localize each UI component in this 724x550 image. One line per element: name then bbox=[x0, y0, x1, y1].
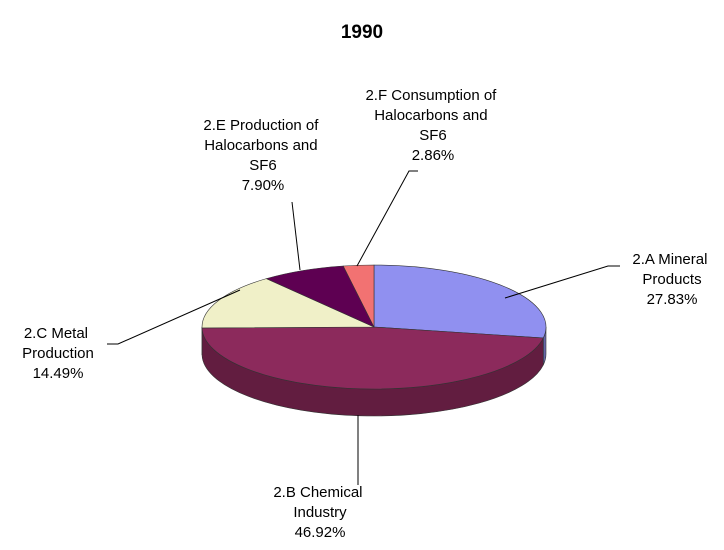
slice-label: 2.F Consumption of Halocarbons and SF6 bbox=[365, 87, 500, 144]
slice-label: 2.A Mineral Products bbox=[632, 251, 711, 288]
slice-value-label: 7.90% bbox=[242, 177, 285, 194]
chart-title: 1990 bbox=[341, 22, 383, 43]
slice-value-label: 14.49% bbox=[33, 365, 84, 382]
slice-value-label: 46.92% bbox=[295, 524, 346, 541]
slice-value-label: 2.86% bbox=[412, 147, 455, 164]
slice-value-label: 27.83% bbox=[647, 291, 698, 308]
slice-label: 2.B Chemical Industry bbox=[273, 484, 366, 521]
pie-slice bbox=[342, 264, 375, 328]
leader-line bbox=[356, 170, 418, 267]
leader-line bbox=[504, 265, 620, 299]
slice-label: 2.E Production of Halocarbons and SF6 bbox=[203, 117, 322, 174]
pie-slice bbox=[201, 278, 375, 329]
leader-line bbox=[107, 289, 241, 345]
pie-slice bbox=[201, 326, 544, 390]
leader-line bbox=[291, 201, 301, 271]
pie-slice bbox=[373, 264, 547, 339]
slice-label: 2.C Metal Production bbox=[22, 325, 94, 362]
